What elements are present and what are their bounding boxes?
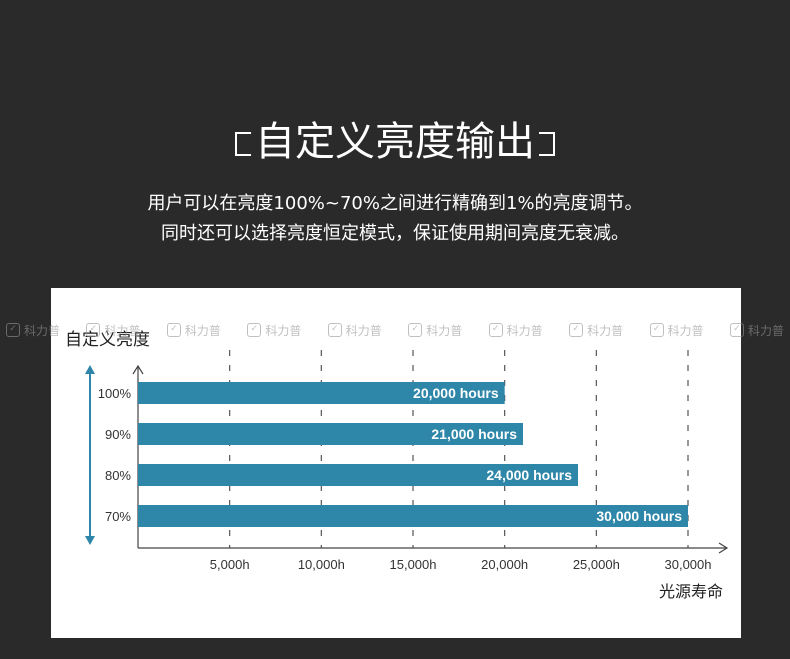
- y-tick-label: 80%: [105, 468, 131, 483]
- bar: [138, 423, 523, 445]
- leaf-logo-icon: ✓: [6, 323, 20, 337]
- bar-data-label: 21,000 hours: [431, 426, 517, 442]
- bracket-right-icon: [539, 132, 555, 156]
- bar-data-label: 20,000 hours: [413, 385, 499, 401]
- x-tick-label: 20,000h: [481, 557, 528, 572]
- x-tick-label: 5,000h: [210, 557, 250, 572]
- description-line-2: 同时还可以选择亮度恒定模式，保证使用期间亮度无衰减。: [161, 223, 629, 244]
- bracket-left-icon: [235, 132, 251, 156]
- brightness-range-arrow-up-icon: [85, 365, 95, 374]
- chart-title: 自定义亮度: [65, 330, 150, 350]
- x-axis-arrow-icon: [718, 542, 729, 554]
- x-tick-label: 30,000h: [665, 557, 712, 572]
- bar: [138, 464, 578, 486]
- description-line-1: 用户可以在亮度100%~70%之间进行精确到1%的亮度调节。: [147, 193, 643, 214]
- bar-data-label: 30,000 hours: [596, 508, 682, 524]
- watermark-text: 科力普: [747, 323, 784, 338]
- brightness-lifetime-chart: 自定义亮度 100% 20,000 hours 90% 21,000 hours 80% 2…: [65, 330, 729, 601]
- x-axis-label: 光源寿命: [659, 582, 723, 601]
- bar: [138, 382, 505, 404]
- chart-panel: 自定义亮度 100% 20,000 hours 90% 21,000 hours 80% 2…: [51, 288, 741, 638]
- x-tick-label: 25,000h: [573, 557, 620, 572]
- x-tick-label: 10,000h: [298, 557, 345, 572]
- y-tick-label: 70%: [105, 509, 131, 524]
- bar: [138, 505, 688, 527]
- brightness-range-arrow-down-icon: [85, 536, 95, 545]
- y-tick-label: 90%: [105, 427, 131, 442]
- y-axis-arrow-icon: [132, 364, 144, 375]
- y-tick-label: 100%: [98, 386, 132, 401]
- headline-text: 自定义亮度输出: [255, 119, 535, 165]
- bar-data-label: 24,000 hours: [486, 467, 572, 483]
- x-tick-label: 15,000h: [390, 557, 437, 572]
- page-headline: 自定义亮度输出: [0, 112, 790, 172]
